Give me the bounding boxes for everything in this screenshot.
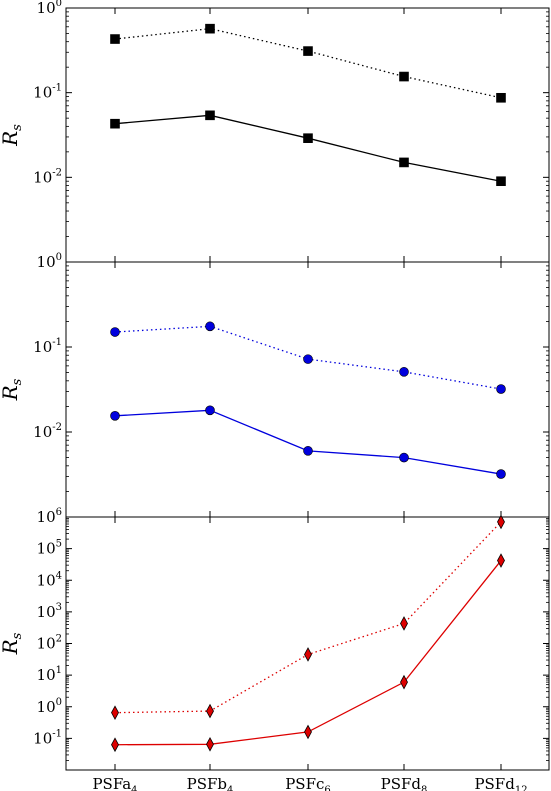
data-point — [205, 321, 215, 332]
y-tick-label: 100 — [37, 697, 62, 716]
x-tick-label: PSFd8 — [381, 775, 428, 791]
series-line-solid — [114, 114, 502, 182]
x-tick-label: PSFa4 — [92, 775, 137, 791]
y-tick-label: 105 — [37, 539, 62, 558]
data-point — [303, 354, 313, 364]
y-axis-label: Rs — [0, 124, 25, 147]
data-point — [496, 469, 506, 479]
data-point — [111, 705, 119, 721]
data-point — [206, 736, 214, 752]
series-line-dotted — [114, 521, 502, 714]
y-tick-label: 101 — [37, 665, 62, 684]
panel-bottom: 106 105 104 103 102 101 100 10-1 Rs — [0, 507, 550, 771]
data-point — [110, 411, 120, 421]
y-tick-label: 10-1 — [33, 728, 62, 747]
data-point — [399, 452, 409, 463]
y-tick-label: 100 — [37, 252, 62, 271]
axes-frame — [65, 261, 550, 518]
data-point — [497, 514, 505, 530]
data-point — [205, 110, 215, 121]
data-point — [304, 724, 312, 740]
panel-middle: 100 10-1 10-2 Rs — [0, 252, 550, 518]
y-tick-label: 106 — [37, 507, 62, 526]
x-tick-label: PSFb4 — [187, 775, 234, 791]
data-point — [110, 118, 120, 129]
data-point — [303, 133, 313, 143]
series-line-dotted — [114, 28, 502, 99]
data-point — [400, 616, 408, 631]
data-point — [399, 157, 409, 168]
y-tick-label: 10-1 — [33, 83, 62, 102]
y-tick-label: 100 — [37, 0, 62, 17]
y-tick-label: 10-1 — [33, 337, 62, 356]
series-line-solid — [114, 409, 502, 475]
y-tick-label: 10-2 — [33, 422, 62, 441]
data-point — [205, 405, 215, 416]
data-point — [400, 674, 408, 690]
data-point — [399, 71, 409, 82]
data-point — [110, 34, 120, 44]
y-tick-label: 104 — [37, 570, 62, 589]
data-point — [110, 327, 120, 337]
data-point — [496, 384, 506, 394]
data-point — [111, 737, 119, 753]
data-point — [496, 92, 506, 103]
data-point — [303, 46, 313, 56]
data-point — [205, 23, 215, 34]
y-tick-label: 102 — [37, 634, 62, 653]
data-point — [206, 703, 214, 719]
panel-top: 100 10-1 10-2 Rs — [0, 0, 550, 263]
data-point — [399, 367, 409, 377]
y-axis-label: Rs — [0, 632, 25, 655]
y-tick-label: 103 — [37, 602, 62, 621]
y-axis-label: Rs — [0, 378, 25, 401]
x-tick-label: PSFd12 — [474, 775, 527, 791]
data-point — [304, 647, 312, 662]
data-point — [497, 553, 505, 568]
x-tick-label: PSFc6 — [285, 775, 331, 791]
data-point — [303, 446, 313, 456]
data-point — [496, 176, 506, 187]
y-tick-label: 10-2 — [33, 167, 62, 186]
